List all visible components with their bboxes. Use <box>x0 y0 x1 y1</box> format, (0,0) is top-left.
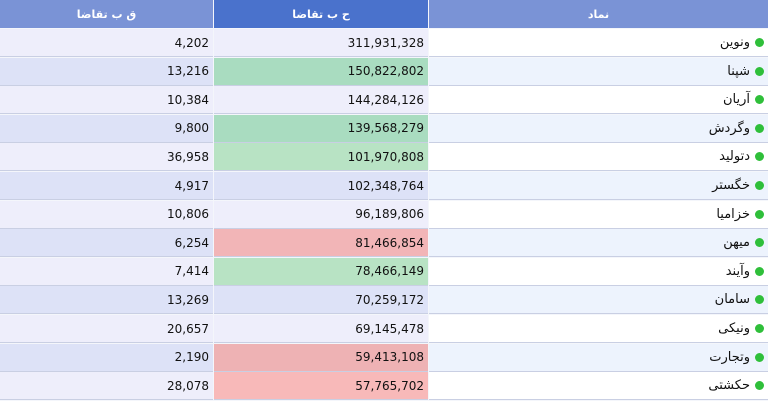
status-dot-icon <box>755 123 764 133</box>
h-demand-cell: 69,145,478 <box>214 315 428 343</box>
q-demand-cell: 6,254 <box>0 229 213 258</box>
symbol-label[interactable]: خزامیا <box>716 206 750 222</box>
header-h-demand[interactable]: ح ب تقاضا <box>214 0 428 28</box>
table-row[interactable]: 13,269 70,259,172 سامان <box>0 286 768 315</box>
symbol-cell[interactable]: وآیند <box>429 257 768 286</box>
h-demand-cell: 70,259,172 <box>214 286 428 315</box>
header-q-demand[interactable]: ق ب تقاضا <box>0 0 213 28</box>
status-dot-icon <box>755 295 764 305</box>
q-demand-cell: 4,917 <box>0 172 213 200</box>
table-row[interactable]: 6,254 81,466,854 میهن <box>0 229 768 258</box>
table-row[interactable]: 4,917 102,348,764 خگستر <box>0 172 768 200</box>
table-row[interactable]: 2,190 59,413,108 وتجارت <box>0 343 768 372</box>
h-demand-cell: 81,466,854 <box>214 229 428 258</box>
symbol-cell[interactable]: ونیکی <box>429 315 768 343</box>
header-symbol[interactable]: نماد <box>429 0 768 28</box>
status-dot-icon <box>755 352 764 362</box>
status-dot-icon <box>755 38 764 47</box>
table-row[interactable]: 9,800 139,568,279 وگردش <box>0 114 768 143</box>
h-demand-cell: 59,413,108 <box>214 343 428 372</box>
symbol-label[interactable]: میهن <box>723 235 750 251</box>
symbol-label[interactable]: دتولید <box>719 149 750 165</box>
h-demand-cell: 139,568,279 <box>214 114 428 143</box>
table-row[interactable]: 10,806 96,189,806 خزامیا <box>0 200 768 229</box>
q-demand-cell: 7,414 <box>0 257 213 286</box>
symbol-cell[interactable]: حکشتی <box>429 372 768 401</box>
symbol-cell[interactable]: سامان <box>429 286 768 315</box>
symbol-label[interactable]: شپنا <box>727 63 750 79</box>
h-demand-cell: 96,189,806 <box>214 200 428 229</box>
status-dot-icon <box>755 66 764 76</box>
table-row[interactable]: 10,384 144,284,126 آریان <box>0 86 768 115</box>
h-demand-cell: 144,284,126 <box>214 86 428 115</box>
h-demand-cell: 57,765,702 <box>214 372 428 401</box>
symbol-cell[interactable]: میهن <box>429 229 768 258</box>
q-demand-cell: 10,806 <box>0 200 213 229</box>
status-dot-icon <box>755 181 764 190</box>
table-row[interactable]: 4,202 311,931,328 ونوین <box>0 29 768 57</box>
q-demand-cell: 10,384 <box>0 86 213 115</box>
table-row[interactable]: 13,216 150,822,802 شپنا <box>0 57 768 86</box>
status-dot-icon <box>755 381 764 391</box>
symbol-cell[interactable]: ونوین <box>429 29 768 57</box>
symbol-cell[interactable]: وتجارت <box>429 343 768 372</box>
symbol-cell[interactable]: خزامیا <box>429 200 768 229</box>
table-row[interactable]: 20,657 69,145,478 ونیکی <box>0 315 768 343</box>
h-demand-cell: 311,931,328 <box>214 29 428 57</box>
symbol-label[interactable]: سامان <box>714 292 750 308</box>
symbol-label[interactable]: وآیند <box>725 263 750 279</box>
table-row[interactable]: 28,078 57,765,702 حکشتی <box>0 372 768 401</box>
symbol-label[interactable]: حکشتی <box>708 378 750 394</box>
table-row[interactable]: 36,958 101,970,808 دتولید <box>0 143 768 172</box>
symbol-cell[interactable]: آریان <box>429 86 768 115</box>
symbol-cell[interactable]: وگردش <box>429 114 768 143</box>
symbol-label[interactable]: ونیکی <box>718 321 750 336</box>
table-row[interactable]: 7,414 78,466,149 وآیند <box>0 257 768 286</box>
symbol-label[interactable]: وتجارت <box>709 349 750 365</box>
q-demand-cell: 20,657 <box>0 315 213 343</box>
q-demand-cell: 9,800 <box>0 114 213 143</box>
status-dot-icon <box>755 266 764 276</box>
h-demand-cell: 102,348,764 <box>214 172 428 200</box>
q-demand-cell: 28,078 <box>0 372 213 401</box>
status-dot-icon <box>755 152 764 162</box>
symbol-label[interactable]: خگستر <box>712 178 750 193</box>
status-dot-icon <box>755 209 764 219</box>
status-dot-icon <box>755 238 764 248</box>
h-demand-cell: 150,822,802 <box>214 57 428 86</box>
symbol-label[interactable]: ونوین <box>719 35 750 50</box>
q-demand-cell: 13,269 <box>0 286 213 315</box>
symbol-cell[interactable]: خگستر <box>429 172 768 200</box>
q-demand-cell: 13,216 <box>0 57 213 86</box>
q-demand-cell: 4,202 <box>0 29 213 57</box>
h-demand-cell: 101,970,808 <box>214 143 428 172</box>
h-demand-cell: 78,466,149 <box>214 257 428 286</box>
symbol-cell[interactable]: شپنا <box>429 57 768 86</box>
status-dot-icon <box>755 95 764 105</box>
status-dot-icon <box>755 324 764 333</box>
symbol-label[interactable]: آریان <box>722 92 750 108</box>
q-demand-cell: 36,958 <box>0 143 213 172</box>
symbol-cell[interactable]: دتولید <box>429 143 768 172</box>
symbol-label[interactable]: وگردش <box>708 120 750 136</box>
q-demand-cell: 2,190 <box>0 343 213 372</box>
